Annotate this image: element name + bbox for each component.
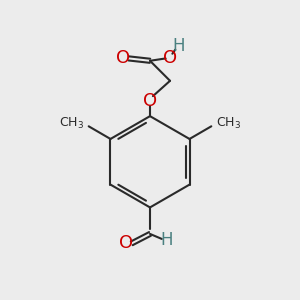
Text: CH$_3$: CH$_3$ (216, 116, 241, 131)
Text: H: H (160, 231, 172, 249)
Text: O: O (119, 234, 134, 252)
Text: CH$_3$: CH$_3$ (59, 116, 84, 131)
Text: O: O (163, 50, 177, 68)
Text: O: O (116, 50, 130, 68)
Text: O: O (143, 92, 157, 110)
Text: H: H (172, 37, 184, 55)
